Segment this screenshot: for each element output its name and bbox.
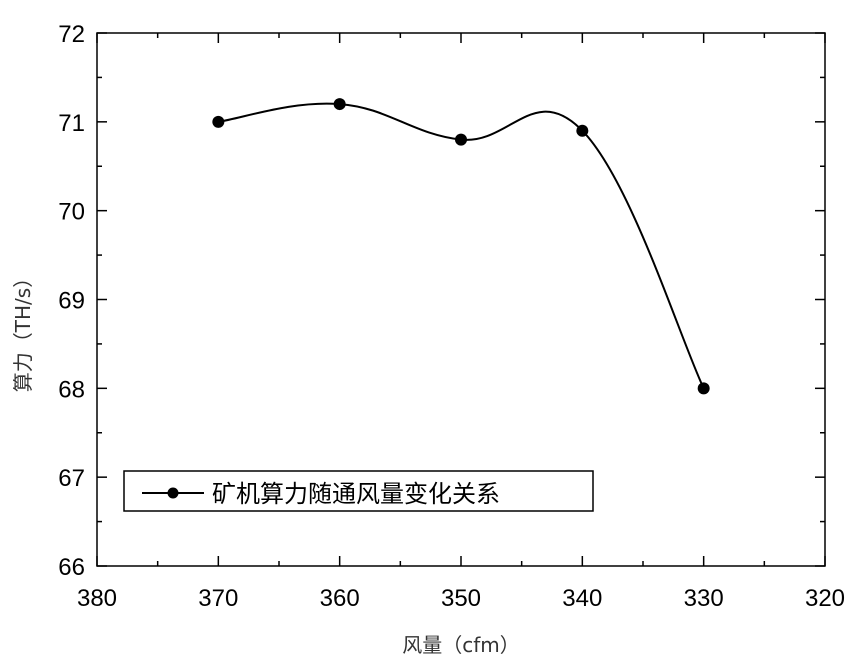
x-tick-label: 380 <box>77 585 117 612</box>
legend: 矿机算力随通风量变化关系 <box>123 470 594 512</box>
plot-frame <box>96 32 826 567</box>
y-axis-title: 算力（TH/s） <box>11 268 35 392</box>
x-axis-title: 风量（cfm） <box>402 633 520 657</box>
x-tick-label: 330 <box>684 585 724 612</box>
legend-marker <box>167 487 179 499</box>
x-tick-label: 370 <box>198 585 238 612</box>
y-tick-label: 66 <box>58 554 85 581</box>
y-tick-label: 67 <box>58 465 85 492</box>
x-tick-label: 350 <box>441 585 481 612</box>
data-points <box>212 98 710 395</box>
legend-box <box>123 470 594 512</box>
data-point <box>697 382 710 395</box>
y-tick-label: 72 <box>58 21 85 48</box>
y-tick-label: 69 <box>58 288 85 315</box>
y-tick-label: 68 <box>58 376 85 403</box>
x-tick-label: 340 <box>562 585 602 612</box>
data-point <box>455 133 467 146</box>
y-tick-label: 70 <box>58 199 85 226</box>
x-tick-label: 360 <box>320 585 360 612</box>
x-tick-label: 320 <box>805 585 845 612</box>
data-point <box>576 124 589 137</box>
fitted-curve <box>218 102 705 389</box>
tick-labels: 380 370 360 350 340 330 320 66 67 68 69 70 71 72 <box>58 21 845 612</box>
y-tick-label: 71 <box>58 110 85 137</box>
data-point <box>212 115 225 128</box>
legend-label: 矿机算力随通风量变化关系 <box>212 480 500 508</box>
data-point <box>333 98 346 111</box>
